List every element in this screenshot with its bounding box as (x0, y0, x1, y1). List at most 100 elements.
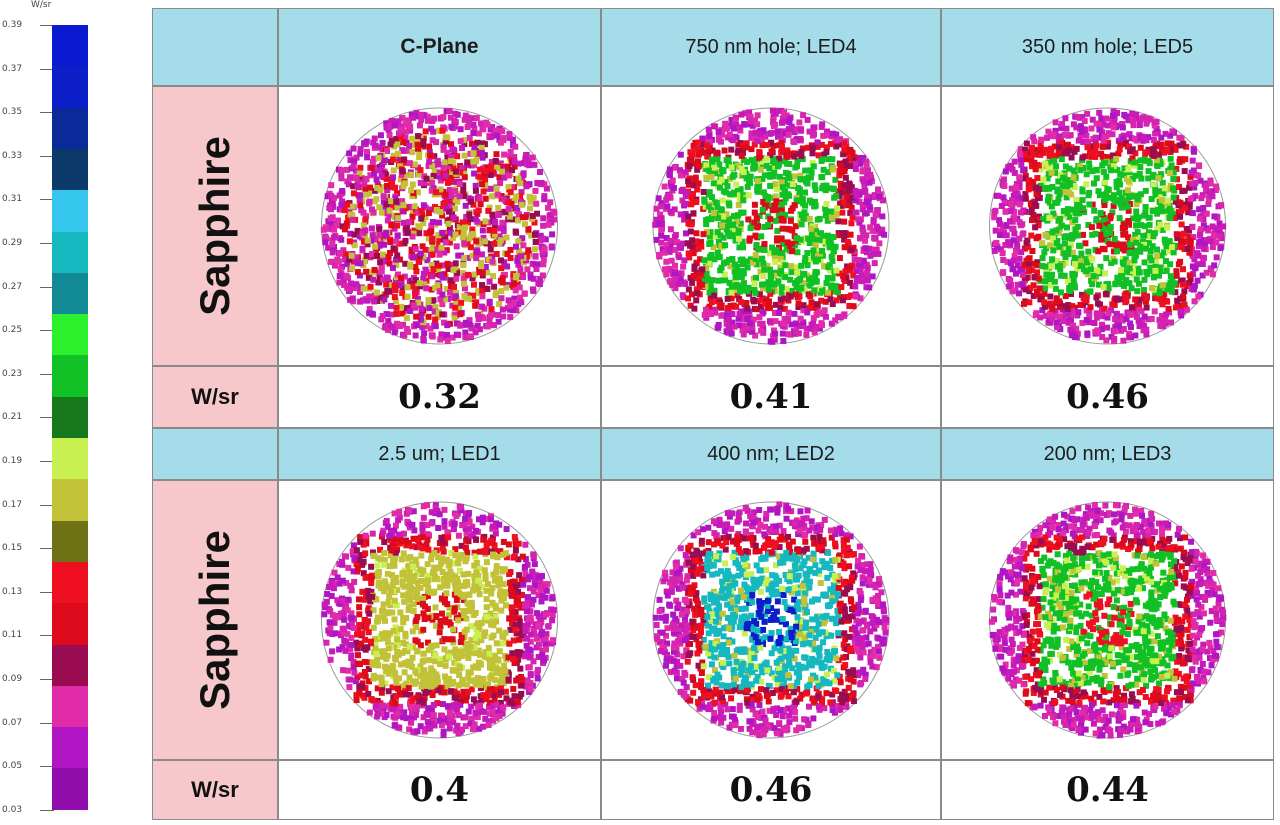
pattern-speckle (763, 141, 770, 148)
pattern-speckle (677, 276, 684, 283)
pattern-speckle (489, 255, 496, 262)
pattern-speckle (1014, 215, 1021, 222)
pattern-speckle (1099, 333, 1106, 340)
pattern-speckle (797, 176, 804, 183)
pattern-speckle (1170, 194, 1177, 201)
pattern-speckle (411, 161, 418, 168)
pattern-speckle (1029, 247, 1036, 254)
pattern-speckle (511, 154, 518, 161)
pattern-speckle (491, 240, 498, 247)
pattern-speckle (417, 316, 424, 323)
pattern-speckle (744, 305, 751, 312)
pattern-speckle (747, 118, 754, 125)
pattern-speckle (1034, 259, 1041, 266)
pattern-speckle (543, 185, 550, 192)
pattern-speckle (754, 178, 761, 185)
pattern-speckle (457, 126, 464, 133)
pattern-speckle (805, 235, 812, 242)
pattern-speckle (1132, 296, 1139, 303)
pattern-speckle (794, 163, 801, 170)
pattern-speckle (1054, 199, 1061, 206)
pattern-speckle (1098, 115, 1105, 122)
pattern-speckle (800, 112, 807, 119)
pattern-speckle (518, 189, 525, 196)
pattern-speckle (1119, 259, 1126, 266)
pattern-speckle (1093, 294, 1100, 301)
pattern-speckle (860, 229, 867, 236)
pattern-speckle (785, 309, 792, 316)
pattern-speckle (1165, 186, 1172, 193)
pattern-speckle (1132, 150, 1139, 157)
pattern-speckle (1200, 254, 1207, 261)
pattern-speckle (1013, 184, 1020, 191)
pattern-speckle (420, 514, 427, 521)
pattern-speckle (384, 147, 391, 154)
pattern-speckle (1128, 193, 1135, 200)
pattern-speckle (869, 273, 876, 280)
pattern-speckle (1062, 255, 1069, 262)
pattern-speckle (1185, 209, 1192, 216)
pattern-speckle (413, 268, 420, 275)
pattern-speckle (416, 154, 423, 161)
pattern-speckle (461, 193, 468, 200)
pattern-speckle (724, 217, 731, 224)
pattern-speckle (1145, 229, 1152, 236)
pattern-speckle (656, 221, 663, 228)
pattern-speckle (445, 719, 452, 726)
pattern-speckle (510, 637, 517, 644)
pattern-speckle (1147, 264, 1154, 271)
pattern-speckle (496, 648, 503, 655)
pattern-speckle (498, 163, 505, 170)
pattern-speckle (349, 265, 356, 272)
pattern-speckle (1215, 225, 1222, 232)
pattern-speckle (413, 313, 420, 320)
pattern-speckle (1181, 301, 1188, 308)
pattern-speckle (1054, 186, 1061, 193)
pattern-speckle (431, 203, 438, 210)
pattern-speckle (1023, 274, 1030, 281)
pattern-speckle (1079, 114, 1086, 121)
pattern-speckle (1033, 216, 1040, 223)
pattern-speckle (1112, 324, 1119, 331)
pattern-speckle (439, 301, 446, 308)
pattern-speckle (787, 293, 794, 300)
pattern-speckle (851, 154, 858, 161)
pattern-speckle (1140, 232, 1147, 239)
pattern-speckle (733, 269, 740, 276)
pattern-speckle (1021, 245, 1028, 252)
pattern-speckle (537, 168, 544, 175)
pattern-speckle (828, 284, 835, 291)
pattern-speckle (788, 240, 795, 247)
pattern-speckle (1014, 262, 1021, 269)
pattern-speckle (360, 570, 367, 577)
pattern-speckle (833, 297, 840, 304)
pattern-speckle (409, 149, 416, 156)
pattern-speckle (791, 202, 798, 209)
pattern-speckle (382, 581, 389, 588)
pattern-speckle (420, 275, 427, 282)
pattern-speckle (1008, 185, 1015, 192)
pattern-speckle (679, 186, 686, 193)
pattern-speckle (794, 269, 801, 276)
pattern-speckle (689, 279, 696, 286)
pattern-speckle (735, 322, 742, 329)
pattern-speckle (792, 291, 799, 298)
pattern-speckle (1070, 121, 1077, 128)
pattern-speckle (492, 127, 499, 134)
pattern-speckle (1086, 313, 1093, 320)
pattern-speckle (1072, 284, 1079, 291)
pattern-speckle (876, 240, 883, 247)
pattern-speckle (467, 198, 474, 205)
pattern-speckle (1136, 301, 1143, 308)
pattern-speckle (824, 128, 831, 135)
pattern-speckle (1123, 113, 1130, 120)
pattern-speckle (1078, 250, 1085, 257)
pattern-speckle (1125, 218, 1132, 225)
pattern-speckle (345, 214, 352, 221)
pattern-speckle (707, 239, 714, 246)
pattern-speckle (520, 170, 527, 177)
pattern-speckle (434, 700, 441, 707)
pattern-speckle (446, 239, 453, 246)
pattern-speckle (819, 121, 826, 128)
pattern-speckle (851, 256, 858, 263)
